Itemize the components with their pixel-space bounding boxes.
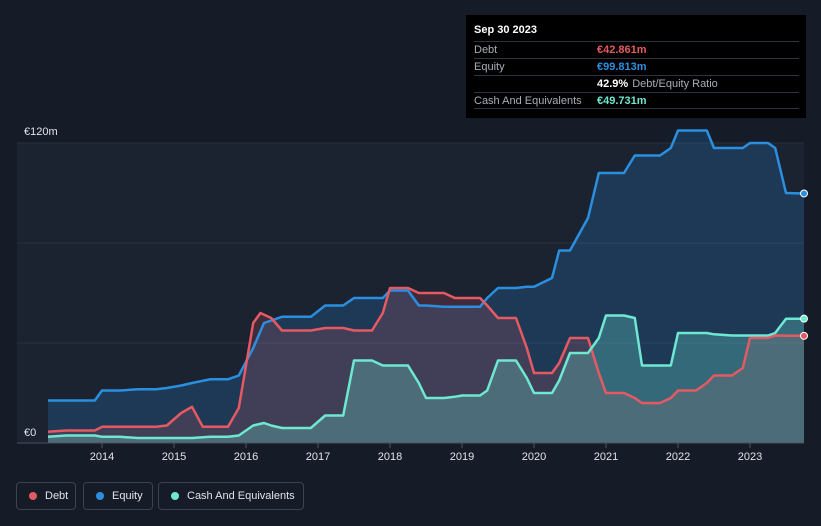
tooltip-row-cash: Cash And Equivalents €49.731m (474, 92, 799, 109)
cash-and-equivalents-area (48, 315, 804, 443)
debt-end-marker[interactable] (800, 331, 808, 340)
legend-equity-label: Equity (112, 490, 143, 502)
y-tick-label: €120m (24, 126, 58, 138)
tooltip-row-ratio: 42.9% Debt/Equity Ratio (474, 75, 799, 92)
legend-item-cash[interactable]: Cash And Equivalents (158, 482, 304, 510)
cash-and-equivalents-end-marker[interactable] (800, 314, 808, 323)
legend-debt-label: Debt (45, 490, 69, 502)
debt-legend-dot-icon (29, 492, 37, 500)
tooltip-equity-value: €99.813m (597, 61, 647, 73)
x-tick-label: 2019 (450, 451, 474, 463)
tooltip: Sep 30 2023 Debt €42.861m Equity €99.813… (466, 15, 806, 118)
tooltip-cash-value: €49.731m (597, 94, 647, 107)
equity-legend-dot-icon (96, 492, 104, 500)
debt-line (47, 286, 804, 434)
cash-legend-dot-icon (171, 492, 179, 500)
legend-cash-label: Cash And Equivalents (187, 490, 295, 502)
x-tick-label: 2018 (378, 451, 402, 463)
legend-item-equity[interactable]: Equity (83, 482, 153, 510)
x-tick-label: 2014 (90, 451, 114, 463)
tooltip-cash-label: Cash And Equivalents (474, 94, 582, 107)
cash-and-equivalents-line (47, 314, 804, 440)
x-tick-label: 2015 (162, 451, 186, 463)
tooltip-ratio-label: Debt/Equity Ratio (632, 78, 718, 90)
axes: 2014 2015 2016 2017 2018 2019 2020 2021 2022 2023… (17, 126, 804, 463)
equity-line (48, 129, 805, 402)
tooltip-equity-label: Equity (474, 61, 505, 73)
debt-area (48, 288, 804, 443)
tooltip-debt-label: Debt (474, 44, 498, 56)
x-tick-label: 2022 (666, 451, 690, 463)
tooltip-row-equity: Equity €99.813m (474, 58, 799, 75)
x-tick-label: 2021 (594, 451, 618, 463)
y-tick-label: €0 (24, 427, 36, 439)
tooltip-debt-value: €42.861m (597, 44, 647, 56)
x-tick-label: 2016 (234, 451, 258, 463)
equity-area (48, 130, 804, 443)
legend-item-debt[interactable]: Debt (16, 482, 76, 510)
line-layer (47, 129, 805, 440)
area-layer (48, 130, 804, 443)
x-tick-label: 2020 (522, 451, 546, 463)
tooltip-row-debt: Debt €42.861m (474, 41, 799, 58)
x-tick-label: 2023 (738, 451, 762, 463)
end-markers (800, 189, 808, 340)
tooltip-ratio-value: 42.9% (597, 78, 629, 90)
x-tick-label: 2017 (306, 451, 330, 463)
equity-end-marker[interactable] (800, 189, 808, 198)
tooltip-date: Sep 30 2023 (474, 24, 537, 36)
